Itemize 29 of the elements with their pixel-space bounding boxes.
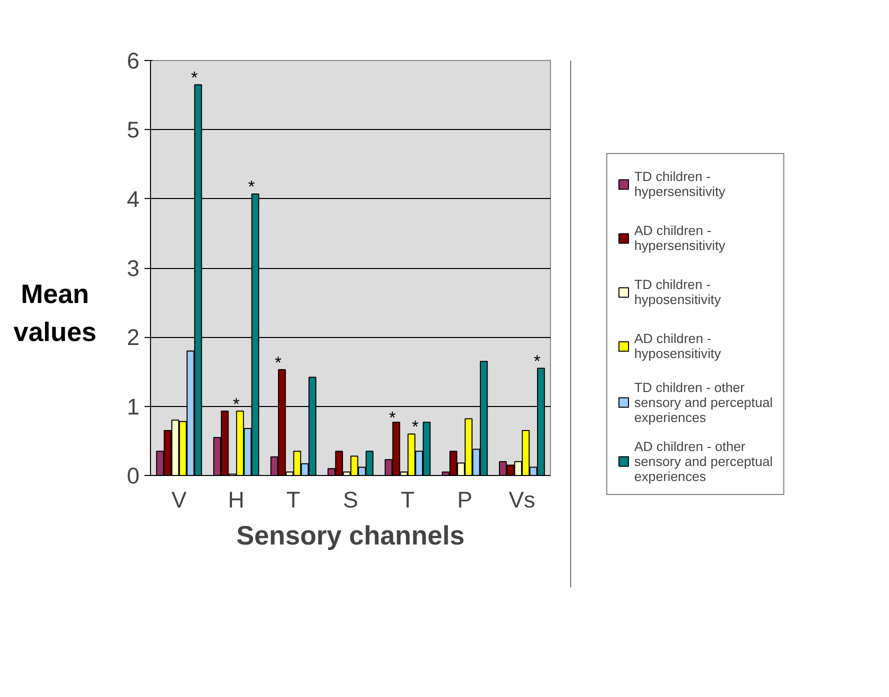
- annotation: *: [534, 351, 541, 371]
- annotation: *: [274, 352, 282, 372]
- y-tick-label: 1: [126, 393, 140, 420]
- x-tick-label: Vs: [508, 486, 536, 512]
- y-tick-label: 2: [126, 324, 140, 350]
- x-tick-label: T: [400, 486, 415, 512]
- annotation: *: [412, 416, 419, 437]
- legend-label: AD children - hyposensitivity: [634, 330, 721, 363]
- y-tick-label: 4: [126, 186, 140, 212]
- annotation: *: [248, 176, 256, 197]
- legend-label: TD children - other sensory and perceptual experiences: [634, 380, 773, 424]
- y-tick-label: 5: [126, 116, 140, 143]
- y-axis-title: Mean values: [14, 278, 96, 350]
- legend-label: AD children - other sensory and perceptual experiences: [634, 438, 773, 484]
- y-tick-label: 6: [126, 48, 140, 74]
- x-tick-label: P: [457, 486, 472, 512]
- y-tick-label: 0: [126, 462, 140, 488]
- x-tick-label: H: [228, 486, 244, 512]
- x-axis-title: Sensory channels: [236, 520, 465, 550]
- annotation: *: [232, 394, 240, 414]
- x-tick-label: V: [172, 486, 188, 512]
- legend-label: TD children - hypersensitivity: [634, 168, 726, 201]
- x-tick-label: T: [286, 486, 300, 512]
- legend-label: AD children - hypersensitivity: [634, 222, 726, 255]
- annotation: *: [389, 408, 396, 428]
- x-tick-label: S: [342, 486, 358, 512]
- legend-label: TD children - hyposensitivity: [634, 276, 721, 309]
- y-tick-label: 3: [126, 255, 140, 281]
- annotation: *: [190, 67, 198, 88]
